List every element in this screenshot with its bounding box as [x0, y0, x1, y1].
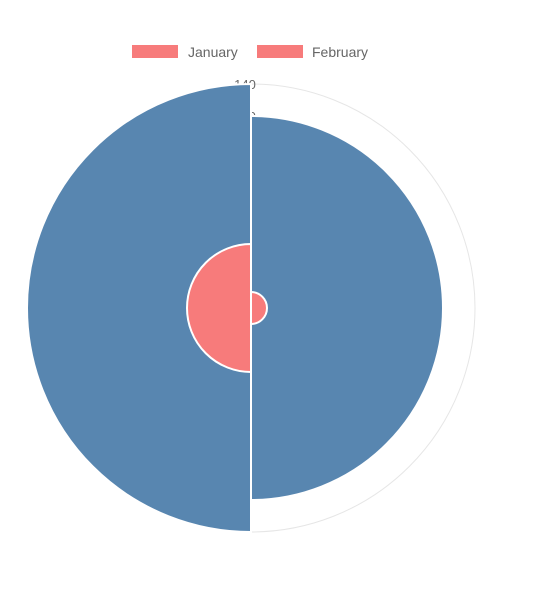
legend: January February — [132, 44, 368, 60]
slice-january-series-2[interactable] — [250, 114, 444, 502]
slice-january-series-1[interactable] — [250, 290, 268, 326]
slices — [26, 82, 444, 534]
slice-february-series-2[interactable] — [26, 82, 252, 534]
legend-swatch-january[interactable] — [132, 45, 178, 58]
legend-label-february[interactable]: February — [312, 44, 368, 60]
slice-february-series-1[interactable] — [186, 242, 252, 374]
legend-swatch-february[interactable] — [257, 45, 303, 58]
legend-label-january[interactable]: January — [188, 44, 238, 60]
